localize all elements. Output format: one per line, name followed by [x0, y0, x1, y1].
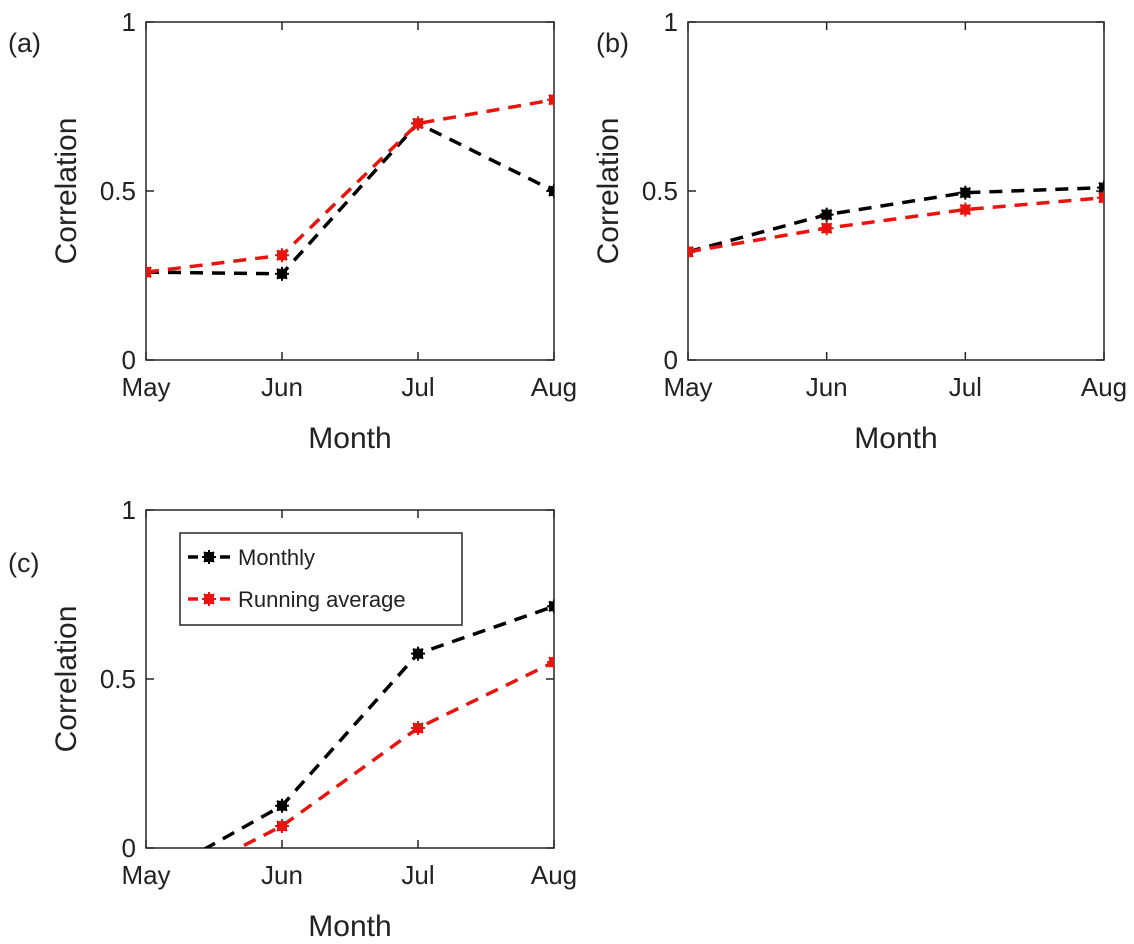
y-axis-label: Correlation — [50, 118, 83, 265]
series-line-monthly — [688, 185, 1104, 254]
y-tick-label: 0.5 — [100, 176, 136, 206]
data-point — [139, 888, 153, 902]
legend: Monthly Running average — [179, 532, 463, 626]
data-point — [411, 646, 425, 661]
series-line-running-average — [146, 98, 554, 274]
data-point — [819, 221, 834, 236]
data-point — [146, 265, 153, 280]
y-tick-label: 1 — [664, 7, 678, 37]
data-point — [1097, 190, 1104, 205]
chart-panel-1: 0 0.5 1 May Jun Jul Aug Month Correlation (a) — [8, 7, 577, 455]
series-line-monthly — [202, 604, 554, 848]
chart-panel-2: 0 0.5 1 May Jun Jul Aug Month Correlation (b) — [592, 7, 1127, 455]
legend-entry: Running average — [188, 587, 406, 612]
data-point — [275, 819, 289, 834]
y-tick-label: 0 — [664, 345, 678, 375]
x-tick-label: Jun — [261, 372, 303, 402]
data-point — [958, 185, 973, 200]
data-point — [547, 655, 554, 670]
y-tick-label: 1 — [122, 7, 136, 37]
data-point — [275, 266, 289, 281]
y-axis-label: Correlation — [50, 606, 83, 753]
y-axis-label: Correlation — [592, 118, 625, 265]
legend-label: Monthly — [238, 545, 315, 570]
legend-label: Running average — [238, 587, 406, 612]
legend-marker — [202, 550, 216, 564]
data-point — [275, 798, 289, 813]
x-tick-label: Jun — [261, 860, 303, 890]
legend-marker — [202, 592, 216, 606]
y-tick-label: 0.5 — [642, 176, 678, 206]
data-point — [1097, 180, 1104, 195]
data-point — [411, 721, 425, 736]
legend-entry: Monthly — [188, 545, 315, 570]
y-tick-label: 0 — [122, 833, 136, 863]
data-point — [688, 244, 695, 259]
legend-box — [179, 532, 463, 626]
y-tick-label: 0.5 — [100, 664, 136, 694]
x-tick-label: Jul — [949, 372, 982, 402]
data-point — [547, 599, 554, 614]
data-point — [411, 116, 425, 131]
panel-label: (b) — [596, 28, 629, 58]
data-point — [819, 207, 834, 222]
data-point — [958, 202, 973, 217]
x-tick-label: May — [121, 860, 170, 890]
x-axis-label: Month — [854, 422, 937, 455]
plot-area — [688, 180, 1104, 259]
panel-label: (c) — [8, 548, 39, 578]
chart-panel-3: 0 0.5 1 May Jun Jul Aug Month Correlation (c) Mont… — [8, 495, 577, 943]
x-tick-label: Jul — [401, 372, 434, 402]
y-tick-label: 1 — [122, 495, 136, 525]
x-tick-label: Jun — [806, 372, 848, 402]
data-point — [275, 248, 289, 263]
data-point — [547, 184, 554, 198]
data-point — [547, 92, 554, 107]
x-tick-label: Aug — [1081, 372, 1127, 402]
x-tick-label: Jul — [401, 860, 434, 890]
series-line-running-average — [235, 660, 554, 848]
series-line-running-average — [688, 196, 1104, 254]
plot-area — [139, 599, 554, 902]
x-tick-label: Aug — [531, 372, 577, 402]
x-tick-label: Aug — [531, 860, 577, 890]
y-tick-label: 0 — [122, 345, 136, 375]
x-tick-label: May — [121, 372, 170, 402]
series-line-monthly — [146, 121, 554, 276]
panel-label: (a) — [8, 28, 41, 58]
plot-area — [146, 92, 554, 281]
x-tick-label: May — [663, 372, 712, 402]
x-axis-label: Month — [308, 422, 391, 455]
x-axis-label: Month — [308, 910, 391, 943]
